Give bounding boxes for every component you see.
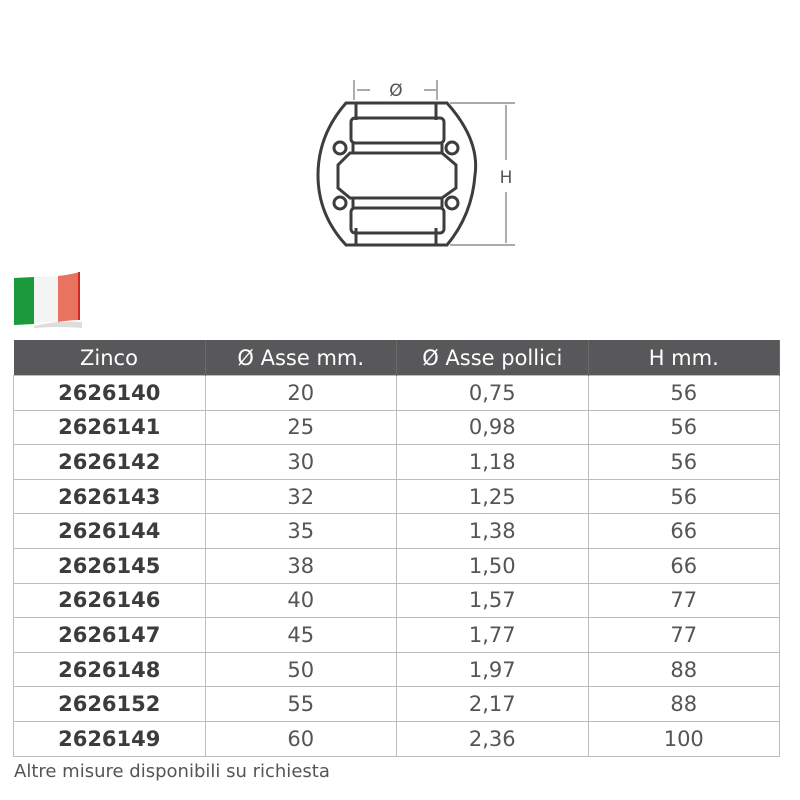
header-zinco: Zinco	[13, 340, 206, 376]
table-row: 2626146 40 1,57 77	[13, 582, 780, 619]
height-mm: 66	[587, 513, 780, 549]
product-table: Zinco Ø Asse mm. Ø Asse pollici H mm. 26…	[13, 340, 780, 757]
product-code: 2626149	[13, 720, 206, 757]
header-height-mm: H mm.	[588, 340, 780, 376]
product-code: 2626140	[13, 375, 206, 411]
diameter-mm: 25	[204, 409, 397, 446]
table-row: 2626148 50 1,97 88	[13, 651, 780, 688]
height-mm: 100	[587, 720, 780, 757]
product-code: 2626144	[13, 513, 206, 549]
diameter-inches: 1,97	[396, 651, 589, 688]
product-code: 2626146	[13, 582, 206, 619]
table-row: 2626144 35 1,38 66	[13, 513, 780, 549]
height-mm: 88	[587, 651, 780, 688]
product-code: 2626143	[13, 478, 206, 515]
anode-technical-drawing: Ø H	[316, 80, 515, 247]
height-mm: 66	[587, 547, 780, 584]
diameter-mm: 20	[204, 375, 397, 411]
table-row: 2626149 60 2,36 100	[13, 720, 780, 757]
height-mm: 88	[587, 686, 780, 722]
table-row: 2626147 45 1,77 77	[13, 617, 780, 653]
diameter-inches: 1,18	[396, 444, 589, 480]
height-mm: 77	[587, 617, 780, 653]
product-code: 2626147	[13, 617, 206, 653]
table-row: 2626141 25 0,98 56	[13, 409, 780, 446]
diameter-mm: 45	[204, 617, 397, 653]
header-diameter-mm: Ø Asse mm.	[205, 340, 397, 376]
product-code: 2626142	[13, 444, 206, 480]
diameter-inches: 1,57	[396, 582, 589, 619]
diameter-inches: 0,75	[396, 375, 589, 411]
diameter-mm: 60	[204, 720, 397, 757]
table-row: 2626152 55 2,17 88	[13, 686, 780, 722]
table-header-row: Zinco Ø Asse mm. Ø Asse pollici H mm.	[13, 340, 780, 376]
height-label: H	[500, 168, 513, 188]
diameter-mm: 40	[204, 582, 397, 619]
table-row: 2626145 38 1,50 66	[13, 547, 780, 584]
diameter-mm: 50	[204, 651, 397, 688]
height-mm: 77	[587, 582, 780, 619]
height-mm: 56	[587, 375, 780, 411]
italy-flag-icon	[14, 272, 82, 328]
height-mm: 56	[587, 478, 780, 515]
diameter-mm: 55	[204, 686, 397, 722]
diameter-mm: 32	[204, 478, 397, 515]
diameter-inches: 0,98	[396, 409, 589, 446]
height-mm: 56	[587, 444, 780, 480]
header-diameter-inches: Ø Asse pollici	[396, 340, 589, 376]
diameter-inches: 2,36	[396, 720, 589, 757]
diameter-inches: 1,38	[396, 513, 589, 549]
height-mm: 56	[587, 409, 780, 446]
table-row: 2626143 32 1,25 56	[13, 478, 780, 515]
table-row: 2626142 30 1,18 56	[13, 444, 780, 480]
table-row: 2626140 20 0,75 56	[13, 375, 780, 411]
product-code: 2626141	[13, 409, 206, 446]
diameter-inches: 1,25	[396, 478, 589, 515]
diameter-inches: 2,17	[396, 686, 589, 722]
product-code: 2626145	[13, 547, 206, 584]
diameter-mm: 38	[204, 547, 397, 584]
diameter-mm: 30	[204, 444, 397, 480]
product-code: 2626148	[13, 651, 206, 688]
diameter-label: Ø	[389, 81, 402, 101]
product-code: 2626152	[13, 686, 206, 722]
availability-note: Altre misure disponibili su richiesta	[14, 761, 330, 782]
diameter-inches: 1,50	[396, 547, 589, 584]
diameter-inches: 1,77	[396, 617, 589, 653]
diameter-mm: 35	[204, 513, 397, 549]
